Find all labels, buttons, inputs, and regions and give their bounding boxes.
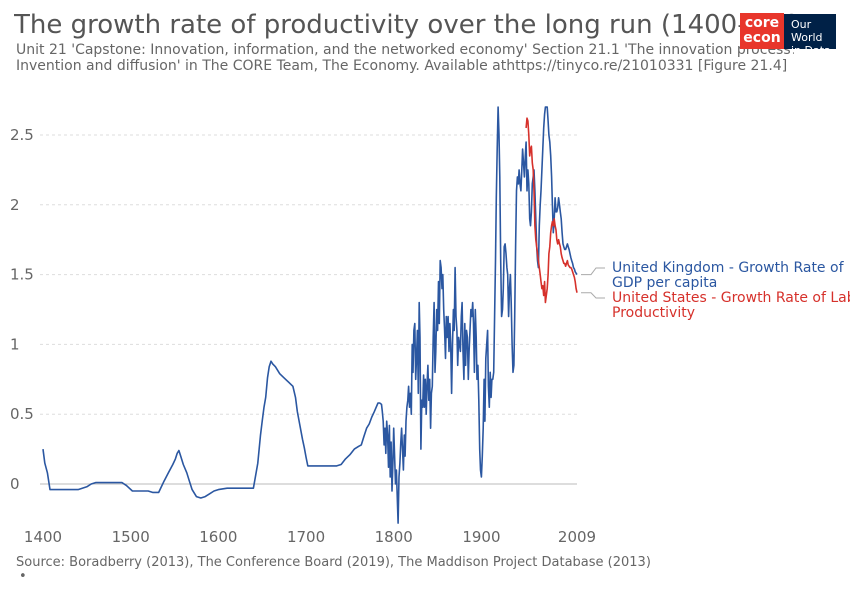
core-logo-line2: econ: [743, 30, 781, 46]
grid-lines: [40, 134, 577, 485]
y-axis-ticks: 0 0.5 1 1.5 2 2.5: [10, 126, 34, 493]
x-axis-ticks: 1400 1500 1600 1700 1800 1900 2009: [24, 528, 596, 546]
x-tick-label: 1700: [287, 528, 325, 546]
core-logo-line1: core: [744, 15, 780, 31]
series-lines: [42, 106, 578, 524]
y-tick-label: 2: [10, 196, 20, 214]
our-world-in-data-logo[interactable]: Our World in Data: [784, 14, 836, 57]
owid-logo-line1: Our World: [791, 18, 823, 44]
owid-logo-line2: in Data: [791, 44, 831, 57]
core-econ-logo[interactable]: core econ: [740, 13, 784, 49]
us-series-line[interactable]: [525, 117, 578, 304]
x-tick-label: 1800: [375, 528, 413, 546]
y-tick-label: 0: [10, 475, 20, 493]
y-tick-label: 0.5: [10, 405, 34, 423]
x-tick-label: 1900: [462, 528, 500, 546]
x-tick-label: 1500: [112, 528, 150, 546]
chart-subtitle: Unit 21 'Capstone: Innovation, informati…: [16, 42, 796, 74]
y-tick-label: 2.5: [10, 126, 34, 144]
legend-us[interactable]: United States - Growth Rate of Lab Produc…: [612, 290, 850, 321]
legend: United Kingdom - Growth Rate of GDP per c…: [581, 260, 850, 321]
x-tick-label: 1400: [24, 528, 62, 546]
y-tick-label: 1.5: [10, 266, 34, 284]
uk-series-line[interactable]: [42, 106, 578, 524]
legend-connector: [581, 292, 605, 299]
legend-connector: [581, 267, 605, 276]
chart-title: The growth rate of productivity over the…: [14, 10, 794, 40]
source-note: Source: Boradberry (2013), The Conferenc…: [16, 555, 651, 570]
y-tick-label: 1: [10, 335, 20, 353]
legend-uk[interactable]: United Kingdom - Growth Rate of GDP per c…: [612, 260, 845, 291]
x-tick-label: 1600: [199, 528, 237, 546]
x-tick-label: 2009: [558, 528, 596, 546]
footer-bullet: •: [19, 569, 27, 584]
